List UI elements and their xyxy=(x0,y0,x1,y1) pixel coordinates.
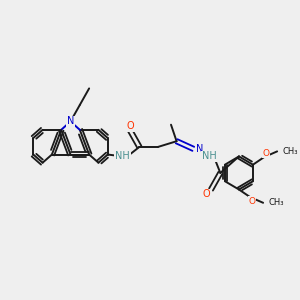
Text: O: O xyxy=(126,122,134,131)
Text: N: N xyxy=(67,116,74,127)
Text: O: O xyxy=(262,148,270,158)
Text: NH: NH xyxy=(202,152,217,161)
Text: O: O xyxy=(202,190,210,200)
Text: N: N xyxy=(196,144,204,154)
Text: NH: NH xyxy=(115,152,130,161)
Text: CH₃: CH₃ xyxy=(268,198,283,207)
Text: O: O xyxy=(249,196,256,206)
Text: CH₃: CH₃ xyxy=(282,147,298,156)
